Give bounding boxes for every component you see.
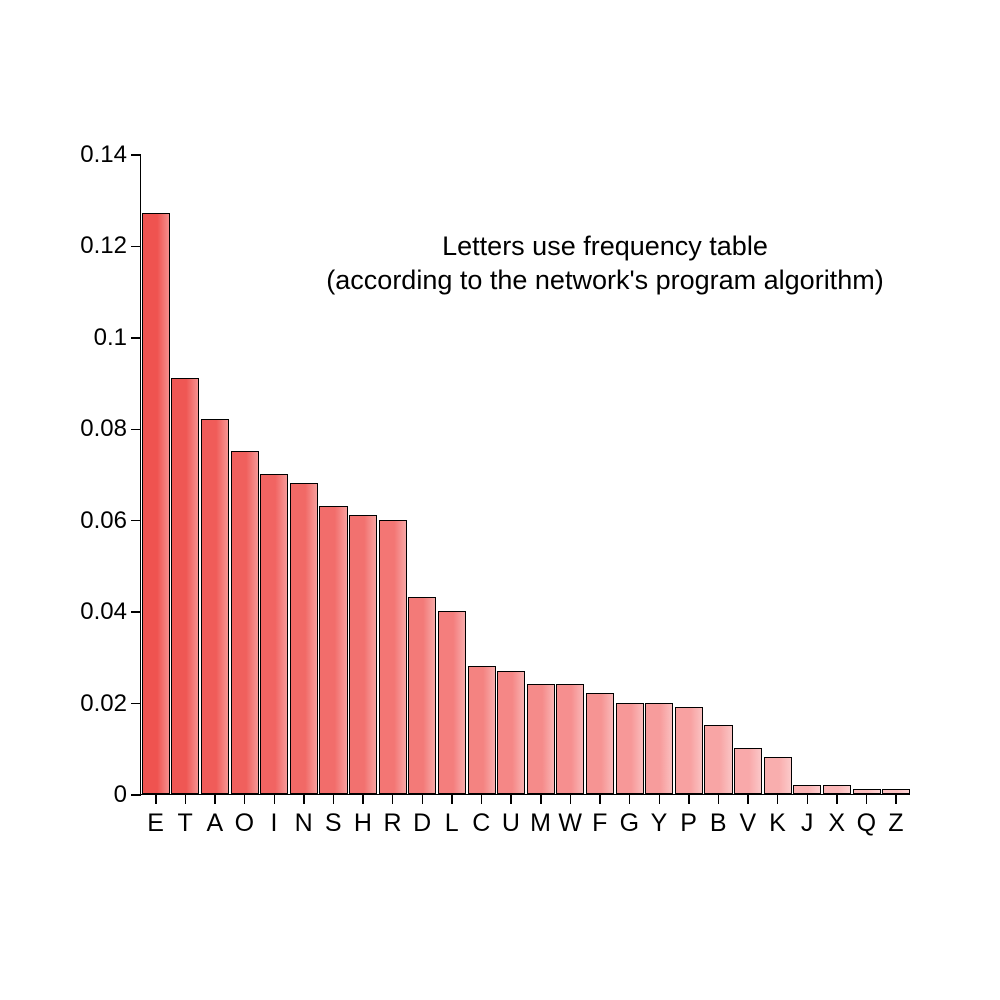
y-tick-label: 0.08 bbox=[80, 415, 141, 443]
x-tick-label-R: R bbox=[383, 794, 402, 838]
x-tick-label-O: O bbox=[235, 794, 255, 838]
bar-C bbox=[468, 666, 496, 794]
x-tick-label-Y: Y bbox=[651, 794, 668, 838]
bar-R bbox=[379, 520, 407, 794]
bar-Y bbox=[645, 703, 673, 794]
x-tick-label-A: A bbox=[206, 794, 223, 838]
x-tick-label-F: F bbox=[592, 794, 608, 838]
bar-B bbox=[704, 725, 732, 794]
bar-S bbox=[319, 506, 347, 794]
bar-G bbox=[616, 703, 644, 794]
y-tick-label: 0.12 bbox=[80, 232, 141, 260]
bar-P bbox=[675, 707, 703, 794]
bar-D bbox=[408, 597, 436, 794]
chart-title: Letters use frequency table (according t… bbox=[295, 230, 915, 298]
bar-F bbox=[586, 693, 614, 794]
x-tick-label-T: T bbox=[178, 794, 194, 838]
chart-title-line1: Letters use frequency table bbox=[295, 230, 915, 264]
x-tick-label-E: E bbox=[147, 794, 164, 838]
bar-H bbox=[349, 515, 377, 794]
y-tick-label: 0 bbox=[114, 781, 141, 809]
x-tick-label-N: N bbox=[295, 794, 314, 838]
bar-V bbox=[734, 748, 762, 794]
x-tick-label-X: X bbox=[828, 794, 845, 838]
x-tick-label-Z: Z bbox=[888, 794, 904, 838]
x-tick-label-D: D bbox=[413, 794, 432, 838]
x-tick-label-G: G bbox=[620, 794, 640, 838]
bar-U bbox=[497, 671, 525, 794]
bar-N bbox=[290, 483, 318, 794]
y-tick-label: 0.06 bbox=[80, 507, 141, 535]
bar-E bbox=[142, 213, 170, 794]
x-tick-label-L: L bbox=[445, 794, 459, 838]
x-tick-label-S: S bbox=[325, 794, 342, 838]
y-tick-label: 0.14 bbox=[80, 141, 141, 169]
bar-L bbox=[438, 611, 466, 794]
x-tick-label-U: U bbox=[502, 794, 521, 838]
x-tick-label-I: I bbox=[271, 794, 278, 838]
x-tick-label-J: J bbox=[801, 794, 814, 838]
x-tick-label-K: K bbox=[769, 794, 786, 838]
bar-A bbox=[201, 419, 229, 794]
y-tick-label: 0.02 bbox=[80, 690, 141, 718]
bar-M bbox=[527, 684, 555, 794]
x-tick-label-P: P bbox=[680, 794, 697, 838]
y-tick-label: 0.1 bbox=[94, 324, 141, 352]
x-tick-label-H: H bbox=[354, 794, 373, 838]
bar-O bbox=[231, 451, 259, 794]
y-tick-label: 0.04 bbox=[80, 598, 141, 626]
x-tick-label-C: C bbox=[472, 794, 491, 838]
x-tick-label-Q: Q bbox=[857, 794, 877, 838]
bar-X bbox=[823, 785, 851, 794]
chart-title-line2: (according to the network's program algo… bbox=[295, 264, 915, 298]
x-tick-label-M: M bbox=[530, 794, 551, 838]
x-tick-label-V: V bbox=[740, 794, 757, 838]
x-tick-label-B: B bbox=[710, 794, 727, 838]
bar-W bbox=[556, 684, 584, 794]
bar-I bbox=[260, 474, 288, 794]
bar-K bbox=[764, 757, 792, 794]
bar-T bbox=[171, 378, 199, 794]
bar-J bbox=[793, 785, 821, 794]
x-tick-label-W: W bbox=[558, 794, 582, 838]
